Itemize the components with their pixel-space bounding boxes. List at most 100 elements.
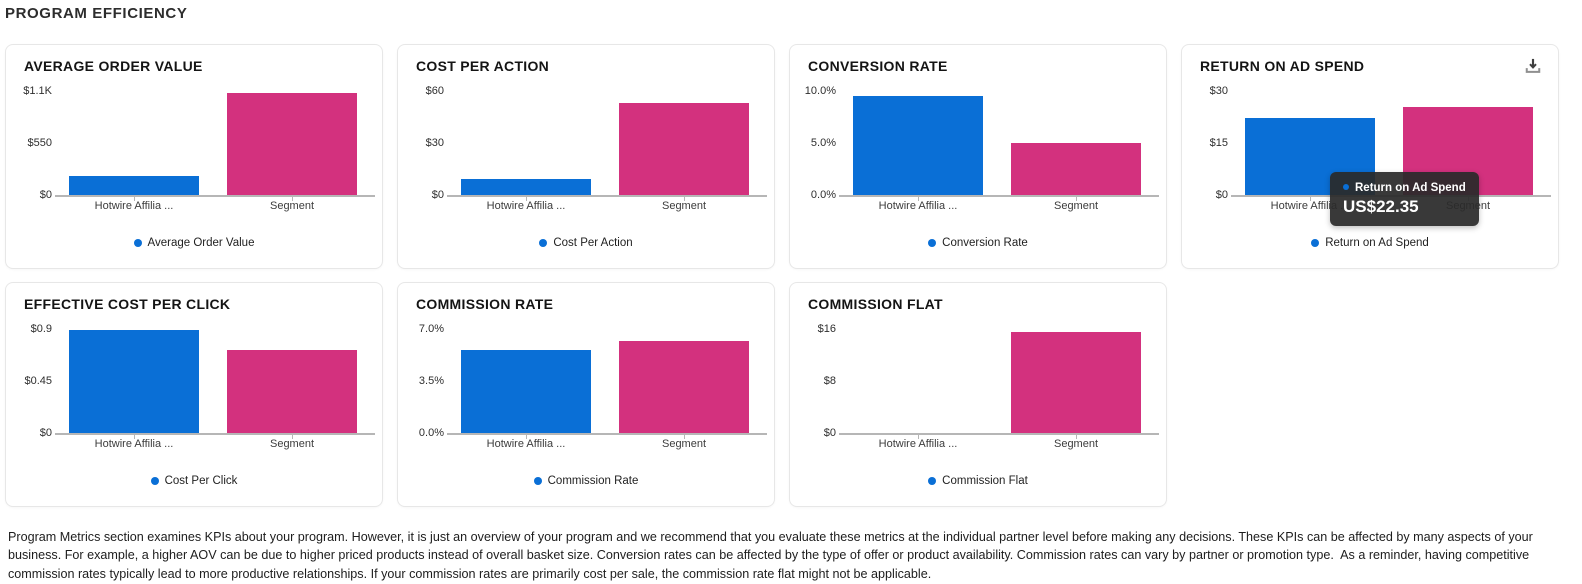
x-axis-label-segment: Segment [269, 200, 315, 212]
chart-title: EFFECTIVE COST PER CLICK [24, 296, 231, 312]
chart-title: COST PER ACTION [416, 58, 550, 74]
bar-segment[interactable] [619, 341, 749, 433]
chart-title: CONVERSION RATE [808, 58, 948, 74]
bar-segment[interactable] [227, 93, 357, 195]
y-axis-label: $60 [425, 85, 444, 97]
plot-area [1231, 91, 1547, 195]
x-axis-label-program: Hotwire Affilia ... [486, 438, 566, 450]
axis-tick [1310, 197, 1311, 201]
y-axis-label: 3.5% [418, 375, 444, 387]
legend: Cost Per Action [398, 237, 774, 249]
x-axis-label-program: Hotwire Affilia ... [1270, 200, 1350, 212]
y-axis-label: $0.45 [24, 375, 52, 387]
bar-program[interactable] [853, 96, 983, 195]
bar-program[interactable] [69, 330, 199, 433]
tooltip-value: US$22.35 [1343, 197, 1419, 216]
axis-tick [684, 197, 685, 201]
axis-tick [134, 197, 135, 201]
bar-segment[interactable] [1011, 143, 1141, 195]
plot-area [447, 329, 763, 433]
plot-area [55, 91, 371, 195]
chart-card-cost-per-action: COST PER ACTION $60 $30 $0 Hotwire Affil… [397, 44, 775, 269]
y-axis-label: $0.9 [30, 323, 52, 335]
chart-card-commission-rate: COMMISSION RATE 7.0% 3.5% 0.0% Hotwire A… [397, 282, 775, 507]
legend-label: Commission Rate [547, 475, 639, 487]
bar-program[interactable] [461, 179, 591, 195]
page-title: PROGRAM EFFICIENCY [5, 5, 188, 22]
tooltip-dot-icon [1343, 184, 1349, 190]
x-axis-label-program: Hotwire Affilia ... [94, 200, 174, 212]
legend-label: Return on Ad Spend [1325, 237, 1429, 249]
x-axis-line [55, 433, 375, 435]
axis-tick [134, 435, 135, 439]
x-axis-line [447, 433, 767, 435]
x-axis-label-segment: Segment [269, 438, 315, 450]
axis-tick [918, 197, 919, 201]
x-axis-label-program: Hotwire Affilia ... [878, 200, 958, 212]
y-axis-label: 7.0% [418, 323, 444, 335]
chart-tooltip: Return on Ad Spend US$22.35 [1330, 172, 1479, 226]
x-axis-line [447, 195, 767, 197]
y-axis-label: $550 [27, 137, 52, 149]
bar-program[interactable] [461, 350, 591, 433]
y-axis-label: 5.0% [810, 137, 836, 149]
axis-tick [292, 435, 293, 439]
download-button[interactable] [1522, 55, 1544, 77]
x-axis-label-segment: Segment [1053, 438, 1099, 450]
legend: Commission Rate [398, 475, 774, 487]
y-axis-label: $1.1K [23, 85, 52, 97]
download-icon [1523, 56, 1543, 76]
legend: Conversion Rate [790, 237, 1166, 249]
y-axis-label: $16 [817, 323, 836, 335]
y-axis-label: 0.0% [418, 427, 444, 439]
axis-tick [526, 435, 527, 439]
plot-area [447, 91, 763, 195]
y-axis-label: $0 [39, 189, 52, 201]
y-axis-label: $15 [1209, 137, 1228, 149]
y-axis-label: $0 [39, 427, 52, 439]
axis-tick [684, 435, 685, 439]
legend-label: Commission Flat [942, 475, 1028, 487]
chart-title: COMMISSION RATE [416, 296, 554, 312]
y-axis-label: $0 [1215, 189, 1228, 201]
legend-label: Conversion Rate [942, 237, 1028, 249]
axis-tick [1076, 435, 1077, 439]
x-axis-line [839, 195, 1159, 197]
bar-segment[interactable] [619, 103, 749, 195]
footer-description: Program Metrics section examines KPIs ab… [8, 530, 1537, 581]
chart-card-commission-flat: COMMISSION FLAT $16 $8 $0 Hotwire Affili… [789, 282, 1167, 507]
legend-dot-icon [533, 477, 542, 485]
y-axis-label: 0.0% [810, 189, 836, 201]
plot-area [839, 329, 1155, 433]
x-axis-label-segment: Segment [661, 200, 707, 212]
chart-card-return-on-ad-spend: RETURN ON AD SPEND $30 $15 $0 Hotwire Af… [1181, 44, 1559, 269]
x-axis-label-segment: Segment [661, 438, 707, 450]
legend-label: Average Order Value [147, 237, 255, 249]
x-axis-line [839, 433, 1159, 435]
chart-card-effective-cost-per-click: EFFECTIVE COST PER CLICK $0.9 $0.45 $0 H… [5, 282, 383, 507]
bar-program[interactable] [69, 176, 199, 195]
legend: Average Order Value [6, 237, 382, 249]
x-axis-label-program: Hotwire Affilia ... [878, 438, 958, 450]
y-axis-label: $30 [425, 137, 444, 149]
chart-title: RETURN ON AD SPEND [1200, 58, 1365, 74]
axis-tick [918, 435, 919, 439]
plot-area [839, 91, 1155, 195]
bar-segment[interactable] [1011, 332, 1141, 433]
x-axis-label-segment: Segment [1053, 200, 1099, 212]
x-axis-line [55, 195, 375, 197]
y-axis-label: $30 [1209, 85, 1228, 97]
chart-card-conversion-rate: CONVERSION RATE 10.0% 5.0% 0.0% Hotwire … [789, 44, 1167, 269]
x-axis-label-program: Hotwire Affilia ... [486, 200, 566, 212]
legend: Commission Flat [790, 475, 1166, 487]
legend-dot-icon [1311, 239, 1320, 247]
axis-tick [526, 197, 527, 201]
legend-dot-icon [928, 477, 937, 485]
plot-area [55, 329, 371, 433]
legend-dot-icon [150, 477, 159, 485]
legend-dot-icon [133, 239, 142, 247]
bar-segment[interactable] [227, 350, 357, 433]
legend-label: Cost Per Click [164, 475, 238, 487]
axis-tick [292, 197, 293, 201]
y-axis-label: $8 [823, 375, 836, 387]
